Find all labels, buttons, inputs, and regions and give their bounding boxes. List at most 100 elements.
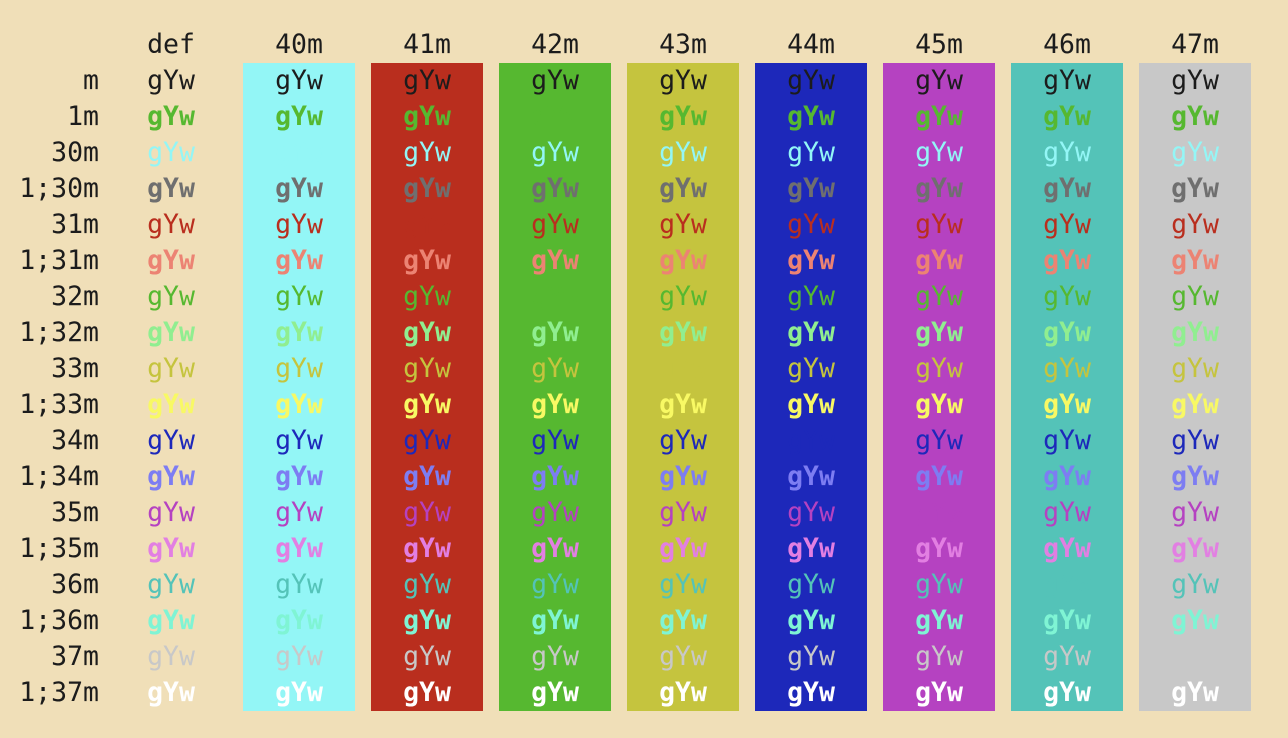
color-sample-30m-on-43m: gYw [627,135,739,171]
color-sample-m-on-42m: gYw [499,63,611,99]
color-cell: gYw [371,531,499,567]
color-sample-1;35m-on-42m: gYw [499,531,611,567]
column-header-46m: 46m [1011,27,1139,63]
column-header-label: 42m [531,29,579,60]
color-sample-1;32m-on-46m: gYw [1011,315,1123,351]
color-sample-37m-on-47m: gYw [1139,639,1251,675]
color-sample-m-on-43m: gYw [627,63,739,99]
color-sample-31m-on-46m: gYw [1011,207,1123,243]
color-sample-1;30m-on-43m: gYw [627,171,739,207]
color-sample-1;35m-on-40m: gYw [243,531,355,567]
color-cell: gYw [755,387,883,423]
color-sample-m-on-44m: gYw [755,63,867,99]
color-cell: gYw [1011,351,1139,387]
color-cell: gYw [243,63,371,99]
color-cell: gYw [371,495,499,531]
row-label: m [83,65,99,96]
color-cell: gYw [755,675,883,711]
color-sample-33m-on-43m: gYw [627,351,739,387]
column-header-label: 43m [659,29,707,60]
color-cell: gYw [243,351,371,387]
color-sample-1m-on-45m: gYw [883,99,995,135]
color-sample-1;34m-on-46m: gYw [1011,459,1123,495]
color-cell: gYw [115,459,243,495]
color-cell: gYw [1011,639,1139,675]
color-cell: gYw [115,387,243,423]
color-cell: gYw [499,675,627,711]
color-sample-1m-on-47m: gYw [1139,99,1251,135]
color-sample-1;33m-on-44m: gYw [755,387,867,423]
color-sample-1;33m-on-def: gYw [147,389,195,420]
color-cell: gYw [755,459,883,495]
color-sample-m-on-def: gYw [147,65,195,96]
color-sample-1;35m-on-41m: gYw [371,531,483,567]
color-cell: gYw [1011,603,1139,639]
column-header-45m: 45m [883,27,1011,63]
color-sample-1;32m-on-41m: gYw [371,315,483,351]
color-cell: gYw [755,63,883,99]
color-sample-m-on-45m: gYw [883,63,995,99]
table-row: 32m gYw gYw gYw gYw gYw gYw gYw gYw gYw [0,279,1267,315]
color-sample-32m-on-47m: gYw [1139,279,1251,315]
color-cell: gYw [627,423,755,459]
color-cell: gYw [627,387,755,423]
column-header-label: def [147,29,195,60]
color-sample-35m-on-41m: gYw [371,495,483,531]
color-cell: gYw [115,423,243,459]
color-sample-1;34m-on-43m: gYw [627,459,739,495]
color-sample-34m-on-42m: gYw [499,423,611,459]
color-sample-1;31m-on-41m: gYw [371,243,483,279]
color-cell: gYw [1011,171,1139,207]
column-header-43m: 43m [627,27,755,63]
color-cell: gYw [115,495,243,531]
row-label: 1;34m [19,461,99,492]
color-cell: gYw [755,639,883,675]
header-row: def 40m 41m 42m 43m 44m 45m 46m 47m [0,0,1267,63]
color-cell: gYw [243,459,371,495]
color-cell: gYw [115,207,243,243]
color-sample-1;36m-on-42m: gYw [499,603,611,639]
row-label: 1;32m [19,317,99,348]
color-cell: gYw [755,207,883,243]
color-cell: gYw [627,531,755,567]
table-row: 1m gYw gYw gYw gYw gYw gYw gYw gYw gYw [0,99,1267,135]
color-sample-1;32m-on-45m: gYw [883,315,995,351]
color-sample-1;33m-on-46m: gYw [1011,387,1123,423]
row-label: 1;30m [19,173,99,204]
color-sample-1;33m-on-42m: gYw [499,387,611,423]
color-sample-34m-on-43m: gYw [627,423,739,459]
table-row: 1;34m gYw gYw gYw gYw gYw gYw gYw gYw gYw [0,459,1267,495]
color-cell: gYw [883,495,1011,531]
color-sample-30m-on-47m: gYw [1139,135,1251,171]
table-row: 34m gYw gYw gYw gYw gYw gYw gYw gYw gYw [0,423,1267,459]
table-row: 1;32m gYw gYw gYw gYw gYw gYw gYw gYw gYw [0,315,1267,351]
color-sample-36m-on-43m: gYw [627,567,739,603]
color-sample-34m-on-47m: gYw [1139,423,1251,459]
color-cell: gYw [499,351,627,387]
color-sample-1;35m-on-44m: gYw [755,531,867,567]
color-sample-32m-on-41m: gYw [371,279,483,315]
table-row: 1;36m gYw gYw gYw gYw gYw gYw gYw gYw gYw [0,603,1267,639]
color-cell: gYw [1011,279,1139,315]
color-cell: gYw [627,279,755,315]
color-cell: gYw [499,243,627,279]
color-cell: gYw [371,99,499,135]
color-sample-1;33m-on-40m: gYw [243,387,355,423]
color-sample-1m-on-41m: gYw [371,99,483,135]
color-sample-1;36m-on-def: gYw [147,605,195,636]
color-cell: gYw [627,603,755,639]
color-cell: gYw [371,459,499,495]
table-row: 1;37m gYw gYw gYw gYw gYw gYw gYw gYw gYw [0,675,1267,711]
color-sample-1;34m-on-41m: gYw [371,459,483,495]
row-label: 35m [51,497,99,528]
color-cell: gYw [1139,459,1267,495]
color-cell: gYw [883,423,1011,459]
color-sample-1;34m-on-42m: gYw [499,459,611,495]
color-sample-35m-on-45m: gYw [883,495,995,531]
color-cell: gYw [499,423,627,459]
color-cell: gYw [883,315,1011,351]
row-label: 36m [51,569,99,600]
color-cell: gYw [627,639,755,675]
color-cell: gYw [243,495,371,531]
color-cell: gYw [243,279,371,315]
